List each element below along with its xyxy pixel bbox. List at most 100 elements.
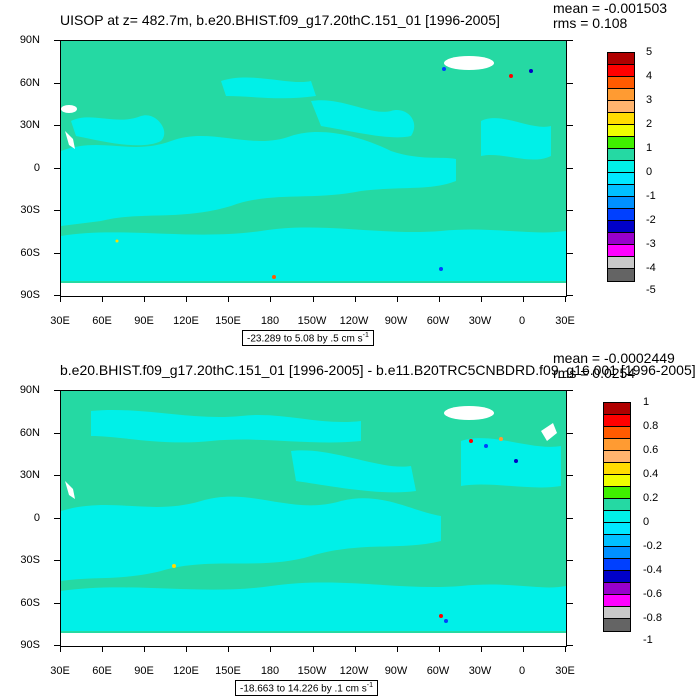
y-tick	[54, 210, 60, 211]
map-plot-area	[60, 40, 567, 297]
y-tick-right	[567, 475, 573, 476]
x-tick	[355, 296, 356, 302]
y-tick-right	[567, 518, 573, 519]
y-tick	[54, 83, 60, 84]
southern-ocean-band	[61, 227, 566, 281]
colorbar-label: -0.2	[643, 540, 662, 552]
x-label: 90E	[134, 315, 154, 327]
colorbar-label: 1	[646, 142, 653, 154]
red-sea-mask	[65, 481, 75, 499]
x-tick	[144, 296, 145, 302]
x-tick	[186, 646, 187, 652]
x-tick	[270, 646, 271, 652]
colorbar-label: 0	[646, 166, 653, 178]
x-label: 30W	[468, 315, 492, 327]
y-label-60S: 60S	[20, 597, 40, 609]
x-label: 30W	[468, 665, 492, 677]
x-tick	[565, 296, 566, 302]
tropical-band	[61, 496, 441, 581]
x-label: 90W	[384, 315, 408, 327]
x-label: 180	[260, 315, 280, 327]
x-tick	[60, 296, 61, 302]
x-tick	[355, 646, 356, 652]
x-label: 30E	[555, 315, 575, 327]
x-label: 30E	[50, 315, 70, 327]
rms-label: rms = 0.108	[553, 15, 628, 31]
anomaly-field	[61, 56, 566, 296]
x-tick	[439, 646, 440, 652]
indian-ocean-patch	[71, 115, 165, 146]
y-tick-right	[567, 645, 573, 646]
colorbar-label: -0.4	[643, 564, 662, 576]
europe-mask	[541, 423, 557, 441]
y-tick	[54, 168, 60, 169]
x-label: 120W	[339, 665, 369, 677]
mean-label: mean = -0.0002449	[553, 350, 675, 366]
y-label-90N: 90N	[19, 34, 40, 46]
y-tick-right	[567, 295, 573, 296]
y-label-30S: 30S	[20, 204, 40, 216]
y-label-30N: 30N	[19, 119, 40, 131]
x-label: 180	[260, 665, 280, 677]
y-tick	[54, 253, 60, 254]
x-tick	[397, 646, 398, 652]
x-tick	[313, 646, 314, 652]
north-pacific-patch	[91, 409, 361, 443]
x-tick	[144, 646, 145, 652]
colorbar-label: 0	[643, 516, 650, 528]
y-label-90N: 90N	[19, 384, 40, 396]
y-tick	[54, 390, 60, 391]
y-label-90S: 90S	[20, 289, 40, 301]
x-label: 150W	[297, 315, 327, 327]
greenland-mask	[444, 406, 494, 420]
x-tick	[313, 296, 314, 302]
x-tick	[481, 296, 482, 302]
y-tick	[54, 518, 60, 519]
map-plot-area	[60, 390, 567, 647]
pacific-patch	[311, 100, 415, 138]
y-label-30N: 30N	[19, 469, 40, 481]
caspian-mask	[61, 105, 77, 113]
rms-label: rms = 0.0254	[553, 365, 636, 381]
top-map-panel: UISOP at z= 482.7m, b.e20.BHIST.f09_g17.…	[19, 0, 667, 347]
y-tick-right	[567, 433, 573, 434]
x-tick	[523, 296, 524, 302]
y-tick	[54, 645, 60, 646]
x-label: 0	[518, 315, 526, 327]
north-pacific-patch	[221, 77, 316, 99]
y-label-60N: 60N	[19, 427, 40, 439]
colorbar-label: -0.6	[643, 588, 662, 600]
y-tick	[54, 125, 60, 126]
x-tick	[60, 646, 61, 652]
x-tick	[102, 296, 103, 302]
x-label: 60E	[92, 665, 112, 677]
y-tick	[54, 603, 60, 604]
colorbar-label: -4	[646, 262, 656, 274]
colorbar-label: 0.6	[643, 444, 659, 456]
anomaly-field	[61, 406, 566, 646]
atlantic-patch	[481, 118, 551, 160]
x-tick	[481, 646, 482, 652]
antarctica-mask	[61, 633, 566, 646]
y-label-60N: 60N	[19, 77, 40, 89]
x-label: 120E	[173, 665, 199, 677]
y-tick-right	[567, 390, 573, 391]
x-label: 150E	[215, 665, 241, 677]
pacific-patch	[291, 450, 416, 493]
x-tick	[523, 646, 524, 652]
colorbar-label: 3	[646, 94, 653, 106]
y-label-0: 0	[33, 162, 40, 174]
y-tick-right	[567, 603, 573, 604]
x-label: 60E	[92, 315, 112, 327]
colorbar-label: 0.8	[643, 420, 659, 432]
antarctica-mask	[61, 283, 566, 296]
x-tick	[186, 296, 187, 302]
x-tick	[228, 296, 229, 302]
bottom-map-panel: mean = -0.0002449 rms = 0.0254 b.e20.BHI…	[0, 350, 700, 700]
x-label: 150W	[297, 665, 327, 677]
colorbar	[607, 52, 635, 282]
x-label: 90E	[134, 665, 154, 677]
colorbar-label: 0.2	[643, 492, 659, 504]
map-title: UISOP at z= 482.7m, b.e20.BHIST.f09_g17.…	[60, 12, 500, 28]
colorbar-label: -1	[643, 634, 653, 646]
